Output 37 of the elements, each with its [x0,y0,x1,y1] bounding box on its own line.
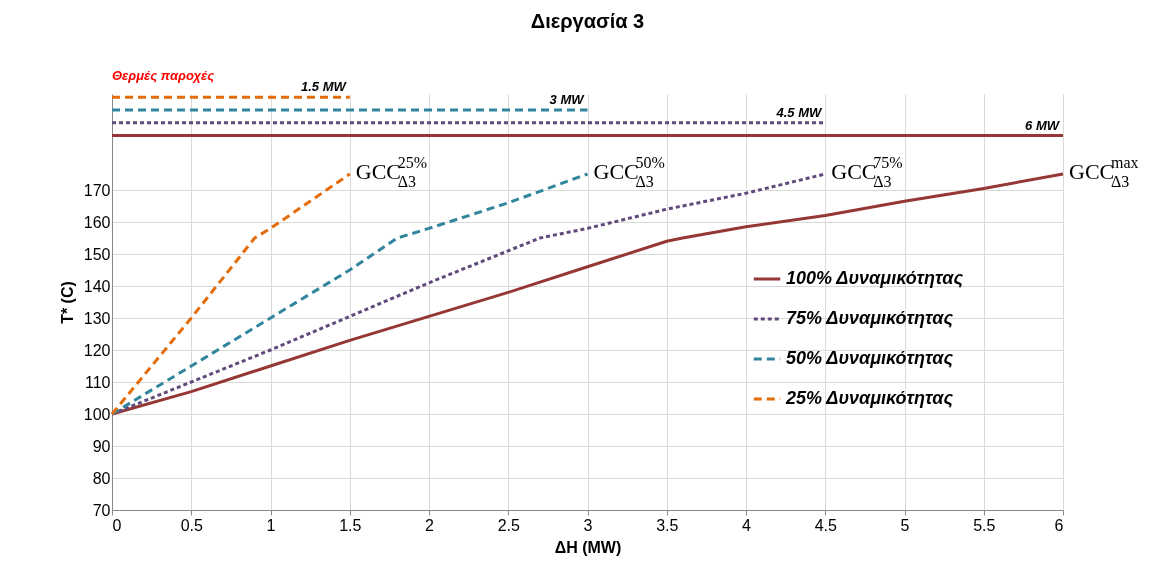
y-axis-title: T* (C) [58,281,76,324]
y-tick-label: 70 [92,501,111,519]
x-tick-label: 0 [112,516,122,534]
legend-label: 100% Δυναμικότητας [786,268,964,288]
y-tick-label: 80 [92,469,111,487]
annotation: 1.5 MW [300,79,348,95]
legend-label: 25% Δυναμικότητας [785,388,954,408]
y-tick-label: 170 [83,181,111,199]
y-tick-label: 160 [83,213,111,231]
x-tick-label: 1 [266,516,276,534]
x-tick-label: 5.5 [973,516,996,534]
x-tick-label: 1.5 [339,516,362,534]
y-tick-label: 140 [83,277,111,295]
x-tick-label: 0.5 [180,516,203,534]
annotation: 6 MW [1025,117,1061,133]
x-axis-title: ΔH (MW) [554,538,622,556]
chart-title: Διεργασία 3 [530,10,645,32]
x-tick-label: 4 [742,516,752,534]
x-tick-label: 4.5 [814,516,837,534]
x-tick-label: 6 [1054,516,1064,534]
y-tick-label: 130 [83,309,111,327]
x-tick-label: 3 [583,516,593,534]
line-series [110,172,352,416]
text: Θερμές παροχές [112,68,215,83]
x-tick-label: 5 [900,516,910,534]
y-tick-label: 110 [84,373,111,391]
y-tick-label: 100 [83,405,111,423]
y-tick-label: 150 [83,245,111,263]
legend-label: 75% Δυναμικότητας [786,308,954,328]
x-tick-label: 2.5 [497,516,520,534]
x-tick-label: 3.5 [656,516,679,534]
annotation: 4.5 MW [775,104,823,120]
legend-label: 50% Δυναμικότητας [786,348,954,368]
x-tick-label: 2 [425,516,435,534]
annotation: 3 MW [549,92,586,107]
y-tick-label: 90 [92,437,111,455]
y-tick-label: 120 [83,341,111,359]
